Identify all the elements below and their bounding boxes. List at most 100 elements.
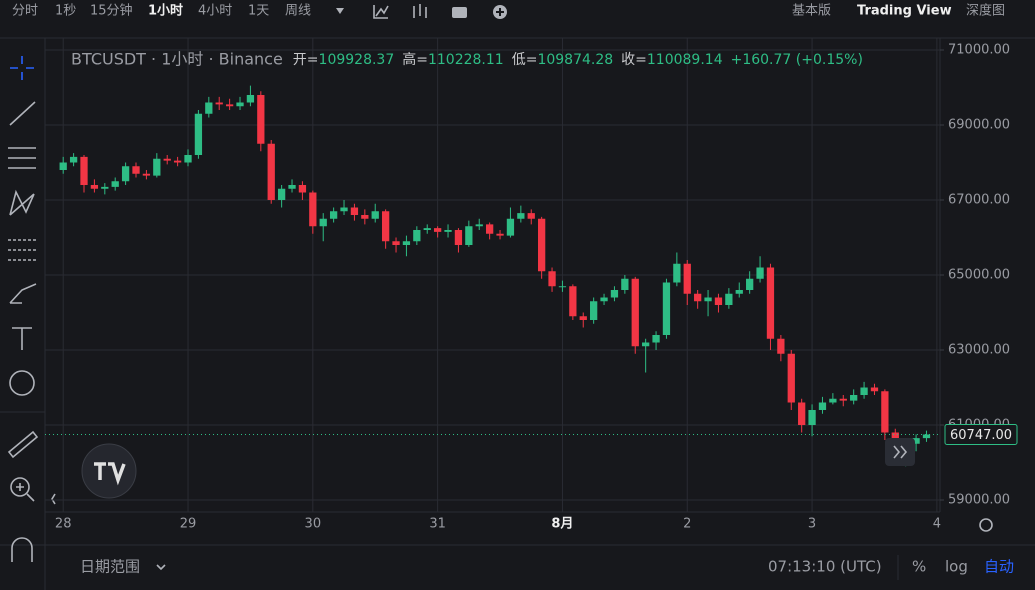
candle-body bbox=[590, 301, 598, 320]
candle-body bbox=[756, 267, 764, 279]
candle-body bbox=[413, 230, 421, 242]
candle-body bbox=[309, 192, 317, 227]
candle-body bbox=[496, 233, 504, 236]
candle-body bbox=[153, 158, 161, 176]
zoom-tool[interactable] bbox=[10, 477, 30, 497]
crosshair-tool[interactable] bbox=[10, 56, 34, 80]
magnet-tool[interactable] bbox=[11, 537, 33, 562]
candle-body bbox=[475, 224, 483, 227]
candle-body bbox=[683, 263, 691, 294]
legend-field-value: 109928.37 bbox=[319, 52, 395, 68]
candle-body bbox=[725, 293, 733, 305]
candle-body bbox=[444, 230, 452, 232]
add-plus bbox=[496, 8, 504, 16]
candle-body bbox=[631, 278, 639, 347]
candle-body bbox=[829, 398, 837, 403]
x-tick-label: 28 bbox=[55, 517, 72, 532]
legend-field-label: 开= bbox=[293, 52, 319, 68]
clock: 07:13:10 (UTC) bbox=[768, 558, 882, 576]
interval[interactable]: 分时 bbox=[12, 4, 38, 19]
interval[interactable]: 15分钟 bbox=[90, 3, 133, 19]
candle-body bbox=[818, 402, 827, 410]
candle-body bbox=[558, 286, 567, 288]
candle-body bbox=[319, 218, 327, 227]
legend-field-value: 110089.14 bbox=[647, 52, 723, 68]
candle-body bbox=[652, 335, 660, 343]
candle-body bbox=[329, 211, 338, 219]
y-tick-label: 65000.00 bbox=[948, 268, 1010, 283]
candle-body bbox=[59, 162, 67, 170]
candle-body bbox=[121, 166, 130, 182]
candle-body bbox=[173, 160, 182, 163]
legend-title: BTCUSDT · 1小时 · Binance bbox=[71, 50, 283, 69]
candle-body bbox=[381, 211, 390, 242]
candle-body bbox=[839, 398, 847, 401]
y-tick-label: 63000.00 bbox=[948, 343, 1010, 358]
x-tick-label: 30 bbox=[305, 517, 322, 532]
candle-body bbox=[163, 158, 171, 161]
collapse-arrow[interactable] bbox=[51, 493, 56, 505]
date-range-caret bbox=[156, 564, 166, 571]
view-tab-active[interactable]: Trading View bbox=[857, 4, 952, 19]
candle-body bbox=[538, 218, 546, 272]
auto-button[interactable]: 自动 bbox=[984, 558, 1014, 576]
interval[interactable]: 1天 bbox=[248, 4, 269, 19]
candle-body bbox=[80, 156, 88, 185]
fib-tool[interactable] bbox=[8, 147, 36, 169]
candle-icon[interactable] bbox=[413, 4, 427, 18]
candle-body bbox=[465, 226, 473, 245]
view-tab[interactable]: 基本版 bbox=[792, 4, 831, 19]
candle-body bbox=[694, 293, 702, 302]
percent-button[interactable]: % bbox=[912, 558, 926, 576]
candle-body bbox=[798, 402, 806, 425]
interval[interactable]: 1秒 bbox=[55, 4, 76, 19]
date-range[interactable]: 日期范围 bbox=[80, 558, 140, 576]
legend-field-label: 高= bbox=[402, 51, 428, 68]
candle-body bbox=[579, 316, 587, 320]
candle-body bbox=[777, 338, 785, 354]
y-tick-label: 59000.00 bbox=[948, 493, 1010, 508]
candle-body bbox=[423, 228, 431, 230]
interval[interactable]: 4小时 bbox=[198, 4, 232, 19]
dropdown-icon[interactable] bbox=[336, 8, 344, 14]
candle-body bbox=[142, 173, 151, 176]
candle-body bbox=[860, 387, 868, 395]
tv-logo-mark bbox=[94, 462, 126, 486]
text-tool[interactable] bbox=[12, 327, 32, 350]
candle-body bbox=[704, 297, 712, 302]
candle-body bbox=[205, 102, 213, 114]
candle-body bbox=[870, 387, 879, 392]
pattern-tool[interactable] bbox=[9, 189, 35, 216]
plot-area bbox=[45, 38, 940, 512]
camera-icon[interactable] bbox=[452, 7, 467, 18]
candle-body bbox=[267, 143, 275, 200]
candle-body bbox=[912, 438, 920, 444]
candle-body bbox=[246, 95, 255, 103]
candle-body bbox=[642, 342, 650, 347]
candle-body bbox=[194, 113, 203, 155]
candle-body bbox=[392, 241, 400, 245]
interval[interactable]: 周线 bbox=[285, 4, 311, 19]
last-price-label: 60747.00 bbox=[950, 428, 1012, 443]
candle-body bbox=[288, 185, 296, 189]
ruler-tool[interactable] bbox=[7, 430, 39, 459]
zoom-plus bbox=[16, 483, 35, 502]
view-tab[interactable]: 深度图 bbox=[966, 3, 1005, 19]
tv-logo[interactable] bbox=[81, 443, 137, 499]
indicator-icon[interactable] bbox=[373, 5, 389, 19]
log-button[interactable]: log bbox=[945, 558, 968, 576]
emoji-tool[interactable] bbox=[9, 370, 35, 396]
candle-body bbox=[350, 207, 359, 215]
candle-body bbox=[101, 186, 109, 189]
candle-body bbox=[236, 102, 244, 107]
trendline-tool[interactable] bbox=[9, 101, 36, 126]
candle-body bbox=[298, 185, 307, 193]
interval-active[interactable]: 1小时 bbox=[148, 3, 183, 19]
candle-body bbox=[569, 286, 577, 317]
candle-body bbox=[662, 282, 671, 335]
candle-body bbox=[433, 228, 442, 232]
brush-tool[interactable] bbox=[9, 283, 37, 304]
candle-body bbox=[922, 434, 931, 439]
candle-body bbox=[881, 391, 889, 433]
settings-icon[interactable] bbox=[979, 518, 993, 532]
